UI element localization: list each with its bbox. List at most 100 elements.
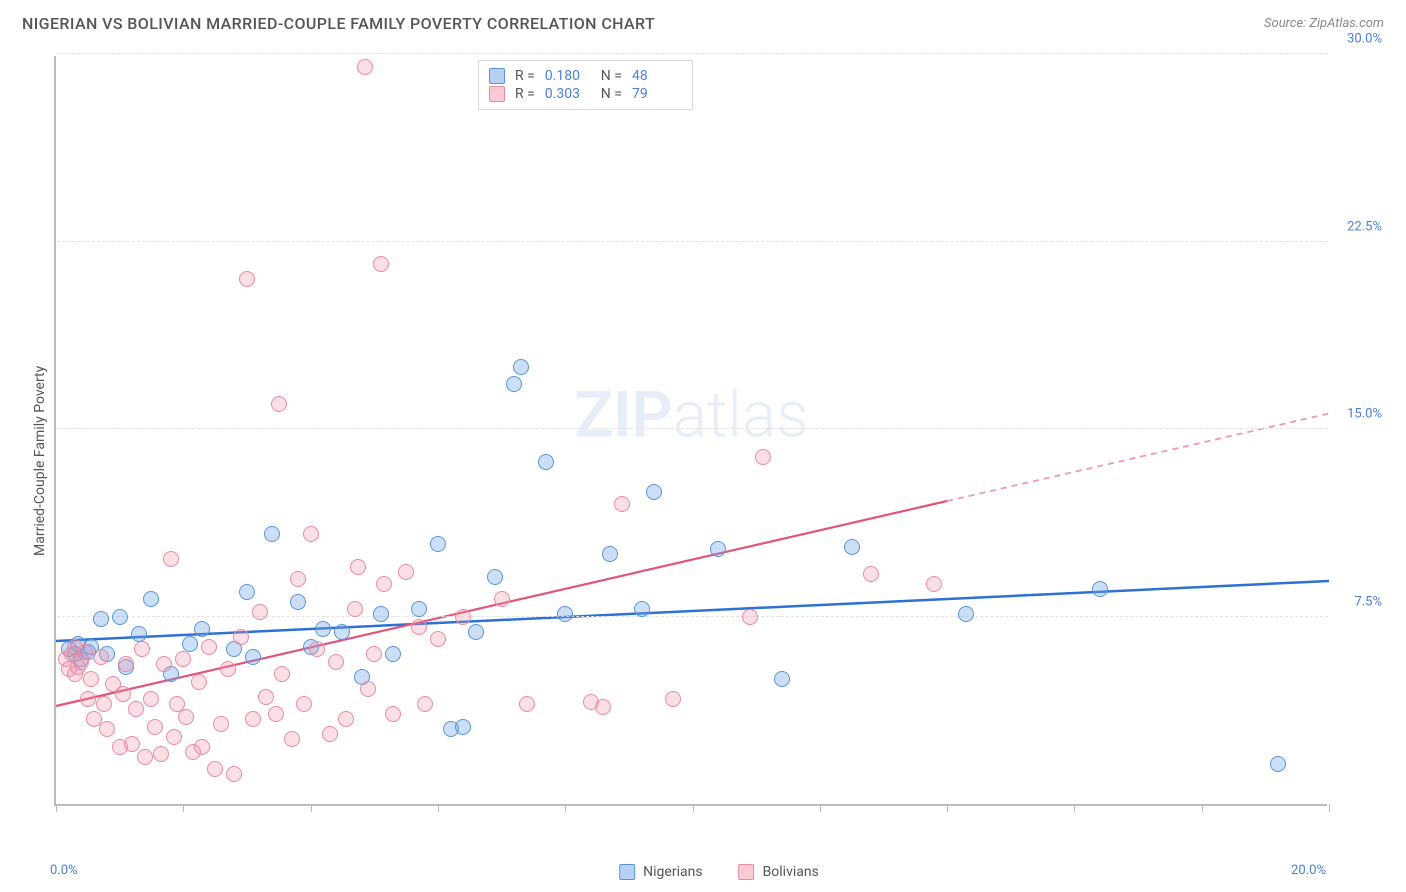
data-point: [303, 526, 319, 542]
watermark: ZIPatlas: [574, 378, 808, 453]
x-axis-max: 20.0%: [1291, 863, 1326, 878]
data-point: [290, 594, 306, 610]
data-point: [115, 686, 131, 702]
data-point: [137, 749, 153, 765]
data-point: [147, 719, 163, 735]
data-point: [175, 651, 191, 667]
data-point: [93, 611, 109, 627]
y-tick-label: 30.0%: [1347, 32, 1382, 47]
data-point: [417, 696, 433, 712]
data-point: [347, 601, 363, 617]
stats-row-nigerians: R = 0.180 N = 48: [489, 67, 678, 85]
x-tick: [311, 804, 312, 812]
gridline: [57, 53, 1328, 54]
x-tick: [1202, 804, 1203, 812]
data-point: [844, 539, 860, 555]
y-axis-title: Married-Couple Family Poverty: [32, 366, 48, 556]
data-point: [96, 696, 112, 712]
stats-box: R = 0.180 N = 48 R = 0.303 N = 79: [478, 60, 693, 110]
x-tick: [438, 804, 439, 812]
data-point: [487, 569, 503, 585]
data-point: [334, 624, 350, 640]
data-point: [296, 696, 312, 712]
data-point: [373, 256, 389, 272]
gridline: [57, 428, 1328, 429]
data-point: [143, 691, 159, 707]
data-point: [118, 656, 134, 672]
chart-title: NIGERIAN VS BOLIVIAN MARRIED-COUPLE FAMI…: [22, 14, 655, 33]
data-point: [182, 636, 198, 652]
data-point: [252, 604, 268, 620]
data-point: [1270, 756, 1286, 772]
data-point: [366, 646, 382, 662]
data-point: [201, 639, 217, 655]
x-tick: [820, 804, 821, 812]
data-point: [755, 449, 771, 465]
data-point: [315, 621, 331, 637]
data-point: [134, 641, 150, 657]
data-point: [163, 551, 179, 567]
gridline: [57, 241, 1328, 242]
data-point: [284, 731, 300, 747]
data-point: [309, 641, 325, 657]
swatch-icon: [489, 68, 505, 84]
data-point: [191, 674, 207, 690]
data-point: [710, 541, 726, 557]
trend-lines: [56, 56, 1329, 806]
x-tick: [693, 804, 694, 812]
data-point: [958, 606, 974, 622]
data-point: [322, 726, 338, 742]
data-point: [194, 739, 210, 755]
data-point: [513, 359, 529, 375]
stats-row-bolivians: R = 0.303 N = 79: [489, 85, 678, 103]
data-point: [373, 606, 389, 622]
data-point: [506, 376, 522, 392]
data-point: [233, 629, 249, 645]
x-axis-min: 0.0%: [50, 863, 78, 878]
data-point: [519, 696, 535, 712]
data-point: [494, 591, 510, 607]
data-point: [220, 661, 236, 677]
data-point: [357, 59, 373, 75]
data-point: [124, 736, 140, 752]
data-point: [290, 571, 306, 587]
data-point: [245, 649, 261, 665]
data-point: [245, 711, 261, 727]
data-point: [863, 566, 879, 582]
data-point: [271, 396, 287, 412]
data-point: [634, 601, 650, 617]
data-point: [646, 484, 662, 500]
data-point: [338, 711, 354, 727]
data-point: [93, 649, 109, 665]
chart-header: NIGERIAN VS BOLIVIAN MARRIED-COUPLE FAMI…: [0, 0, 1406, 43]
data-point: [258, 689, 274, 705]
data-point: [239, 584, 255, 600]
x-tick: [947, 804, 948, 812]
data-point: [742, 609, 758, 625]
swatch-icon: [489, 86, 505, 102]
data-point: [411, 619, 427, 635]
data-point: [774, 671, 790, 687]
data-point: [143, 591, 159, 607]
x-tick: [565, 804, 566, 812]
legend: Nigerians Bolivians: [619, 864, 819, 880]
data-point: [83, 671, 99, 687]
data-point: [153, 746, 169, 762]
data-point: [468, 624, 484, 640]
data-point: [80, 691, 96, 707]
scatter-plot: ZIPatlas R = 0.180 N = 48 R = 0.303 N = …: [54, 56, 1327, 806]
data-point: [213, 716, 229, 732]
data-point: [112, 609, 128, 625]
data-point: [385, 706, 401, 722]
data-point: [455, 719, 471, 735]
data-point: [665, 691, 681, 707]
x-tick: [1074, 804, 1075, 812]
data-point: [376, 576, 392, 592]
chart-area: Married-Couple Family Poverty ZIPatlas R…: [54, 56, 1384, 846]
data-point: [1092, 581, 1108, 597]
data-point: [538, 454, 554, 470]
data-point: [595, 699, 611, 715]
data-point: [264, 526, 280, 542]
data-point: [360, 681, 376, 697]
data-point: [156, 656, 172, 672]
